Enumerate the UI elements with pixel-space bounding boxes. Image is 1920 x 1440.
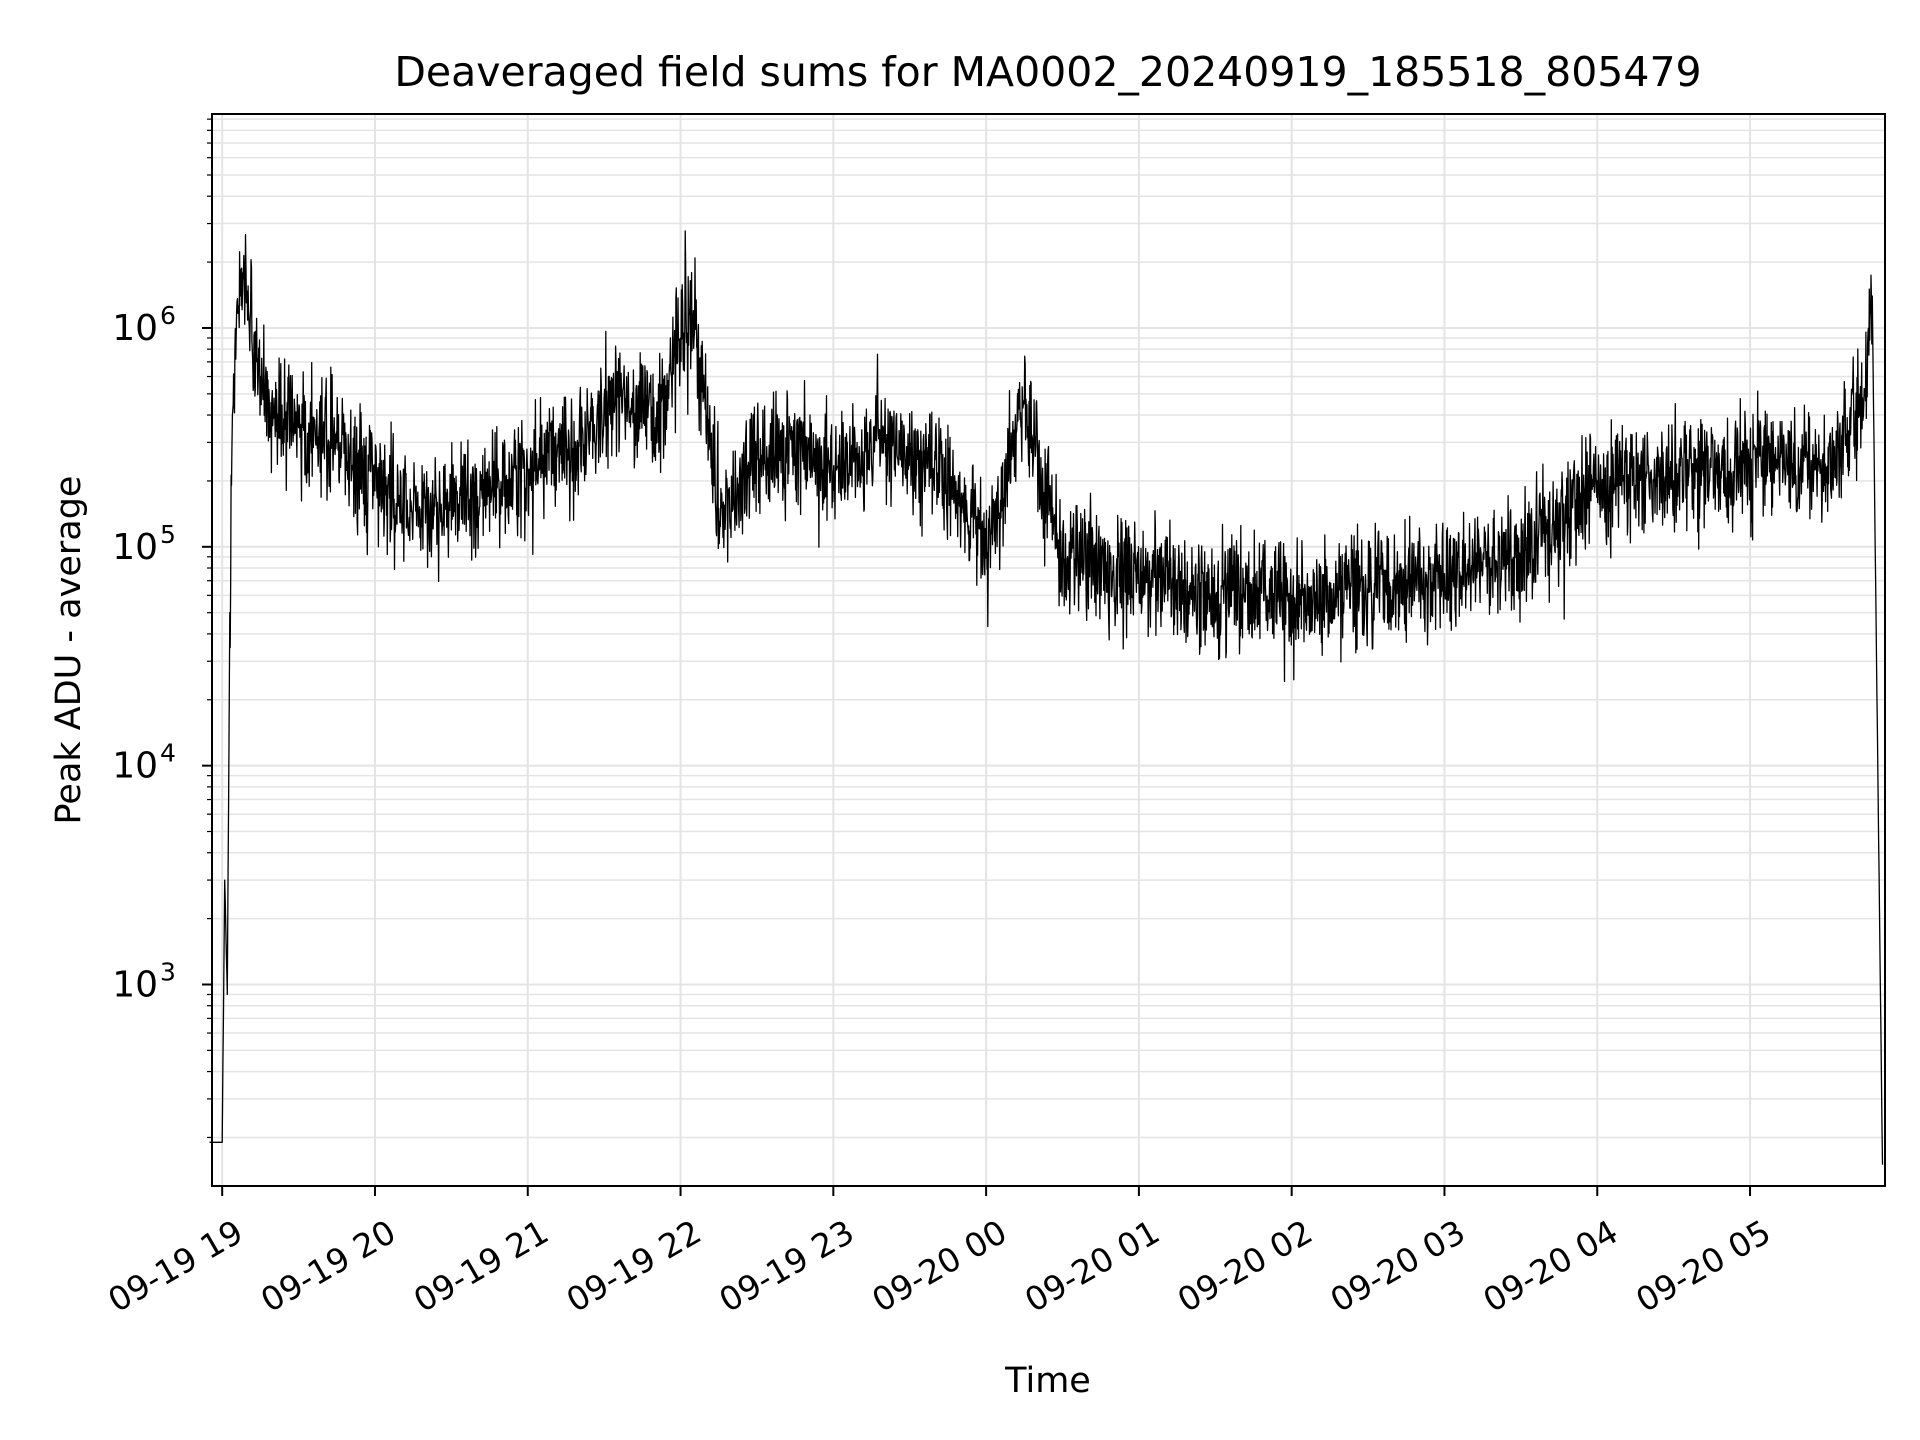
y-tick-label: 10 4 (112, 739, 176, 787)
grid (212, 114, 1885, 1186)
y-tick-label: 10 6 (112, 301, 176, 349)
y-tick-label: 10 3 (112, 957, 176, 1005)
y-tick-exponent: 6 (160, 301, 176, 330)
chart-title: Deaveraged field sums for MA0002_2024091… (394, 48, 1701, 96)
plot-frame (211, 113, 1886, 1187)
y-tick-label: 10 5 (112, 520, 176, 568)
x-axis-label: Time (1004, 1361, 1091, 1401)
y-axis-label: Peak ADU - average (49, 476, 89, 825)
series (209, 230, 1884, 1165)
y-tick-base: 10 (112, 964, 158, 1005)
y-tick-base: 10 (112, 746, 158, 787)
y-tick-exponent: 4 (160, 739, 176, 768)
y-tick-exponent: 3 (160, 957, 176, 986)
y-tick-exponent: 5 (160, 520, 176, 549)
y-tick-base: 10 (112, 308, 158, 349)
y-tick-base: 10 (112, 527, 158, 568)
series-line (209, 230, 1884, 1165)
